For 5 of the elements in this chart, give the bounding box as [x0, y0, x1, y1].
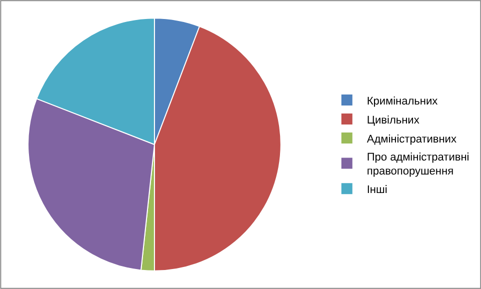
legend-label: Інші [366, 184, 388, 196]
legend-label: Цивільних [366, 114, 420, 126]
legend-label: Адміністративних [366, 133, 457, 146]
legend-label: Про адміністративні правопорушення [366, 151, 470, 178]
legend-label: Кримінальних [366, 95, 438, 108]
